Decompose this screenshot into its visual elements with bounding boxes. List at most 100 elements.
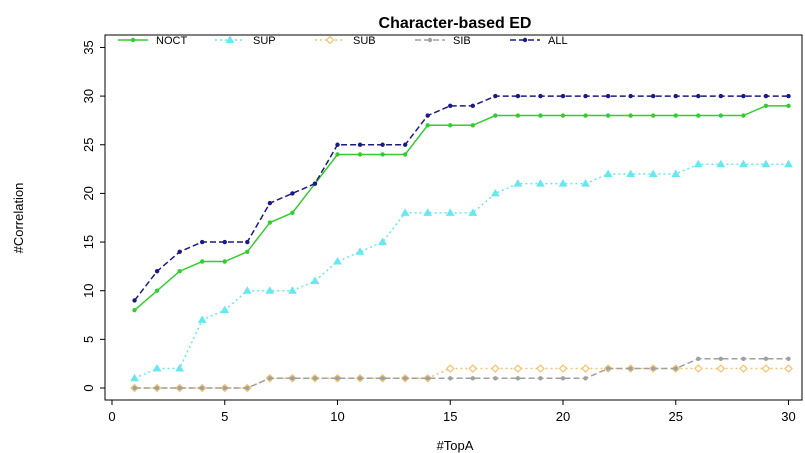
marker-sib: [177, 386, 181, 390]
legend-label: ALL: [548, 35, 568, 47]
marker-all: [358, 143, 362, 147]
axes: 0 5 10 15 20 25 30 0 5 10 15 20 25 30 35: [81, 40, 796, 424]
marker-noct: [764, 104, 768, 108]
legend-item-sib: SIB: [415, 35, 471, 47]
marker-all: [313, 181, 317, 185]
series-line-sup: [135, 164, 789, 378]
y-tick-label: 30: [81, 89, 96, 103]
marker-sib: [358, 376, 362, 380]
marker-sib: [223, 386, 227, 390]
y-tick-label: 10: [81, 283, 96, 297]
marker-all: [493, 94, 497, 98]
marker-sib: [628, 366, 632, 370]
marker-noct: [155, 289, 159, 293]
marker-noct: [561, 113, 565, 117]
plot-frame: [105, 35, 802, 400]
marker-sib: [561, 376, 565, 380]
marker-noct: [426, 123, 430, 127]
marker-all: [583, 94, 587, 98]
marker-noct: [493, 113, 497, 117]
marker-all: [471, 104, 475, 108]
x-axis-label: #TopA: [437, 438, 474, 453]
marker-sub: [327, 37, 334, 44]
marker-all: [516, 94, 520, 98]
marker-all: [268, 201, 272, 205]
marker-noct: [448, 123, 452, 127]
legend-label: SUP: [253, 35, 276, 47]
marker-noct: [471, 123, 475, 127]
marker-noct: [696, 113, 700, 117]
marker-sub: [785, 365, 792, 372]
marker-sup: [672, 170, 679, 176]
x-tick-label: 25: [669, 409, 683, 424]
marker-noct: [741, 113, 745, 117]
series-line-all: [135, 96, 789, 300]
marker-noct: [290, 211, 294, 215]
y-tick-label: 0: [81, 384, 96, 391]
marker-all: [403, 143, 407, 147]
marker-all: [523, 38, 527, 42]
marker-noct: [358, 152, 362, 156]
marker-sub: [717, 365, 724, 372]
y-axis-label: #Correlation: [11, 183, 26, 254]
x-tick-label: 0: [108, 409, 115, 424]
marker-all: [448, 104, 452, 108]
marker-all: [561, 94, 565, 98]
marker-sub: [762, 365, 769, 372]
marker-sup: [650, 170, 657, 176]
marker-sup: [695, 161, 702, 167]
marker-noct: [651, 113, 655, 117]
marker-sup: [227, 37, 234, 43]
marker-sup: [627, 170, 634, 176]
marker-noct: [380, 152, 384, 156]
marker-sib: [290, 376, 294, 380]
x-tick-label: 5: [221, 409, 228, 424]
marker-sub: [469, 365, 476, 372]
marker-all: [155, 269, 159, 273]
marker-all: [426, 113, 430, 117]
marker-sup: [447, 209, 454, 215]
marker-all: [741, 94, 745, 98]
marker-all: [200, 240, 204, 244]
marker-noct: [177, 269, 181, 273]
marker-sib: [538, 376, 542, 380]
legend-item-all: ALL: [510, 35, 568, 47]
marker-sub: [492, 365, 499, 372]
marker-sib: [696, 357, 700, 361]
x-tick-label: 20: [556, 409, 570, 424]
y-tick-label: 20: [81, 186, 96, 200]
marker-sup: [176, 365, 183, 371]
marker-all: [245, 240, 249, 244]
marker-sib: [155, 386, 159, 390]
marker-sib: [719, 357, 723, 361]
marker-noct: [245, 250, 249, 254]
marker-sib: [132, 386, 136, 390]
marker-noct: [223, 259, 227, 263]
series-sup: [131, 161, 792, 381]
marker-sup: [582, 180, 589, 186]
x-tick-label: 30: [781, 409, 795, 424]
y-tick-label: 15: [81, 235, 96, 249]
series-noct: [132, 104, 790, 313]
x-tick-label: 10: [330, 409, 344, 424]
marker-sib: [245, 386, 249, 390]
marker-sup: [311, 277, 318, 283]
marker-sup: [199, 316, 206, 322]
marker-sup: [514, 180, 521, 186]
marker-sib: [493, 376, 497, 380]
legend: NOCT SUP SUB SIB ALL: [118, 35, 568, 47]
y-tick-label: 5: [81, 336, 96, 343]
marker-noct: [335, 152, 339, 156]
marker-all: [674, 94, 678, 98]
marker-sup: [762, 161, 769, 167]
marker-sib: [741, 357, 745, 361]
marker-sib: [674, 366, 678, 370]
marker-all: [719, 94, 723, 98]
legend-label: NOCT: [156, 35, 187, 47]
marker-sup: [131, 375, 138, 381]
marker-sib: [268, 376, 272, 380]
marker-sib: [200, 386, 204, 390]
marker-sib: [426, 376, 430, 380]
marker-noct: [606, 113, 610, 117]
marker-all: [177, 250, 181, 254]
